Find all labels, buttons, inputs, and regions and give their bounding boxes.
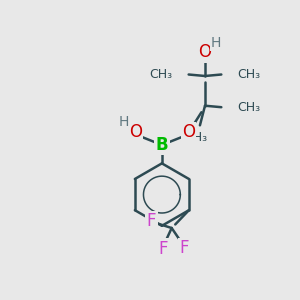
Text: F: F: [147, 212, 156, 230]
Text: O: O: [182, 124, 195, 142]
Text: H: H: [119, 115, 129, 129]
Text: F: F: [158, 240, 167, 258]
Text: F: F: [179, 239, 189, 257]
Text: O: O: [129, 124, 142, 142]
Text: O: O: [199, 43, 212, 61]
Text: CH₃: CH₃: [238, 68, 261, 81]
Text: CH₃: CH₃: [238, 101, 261, 114]
Text: CH₃: CH₃: [149, 68, 172, 81]
Text: B: B: [156, 136, 168, 154]
Text: CH₃: CH₃: [184, 131, 208, 144]
Text: H: H: [211, 36, 221, 50]
